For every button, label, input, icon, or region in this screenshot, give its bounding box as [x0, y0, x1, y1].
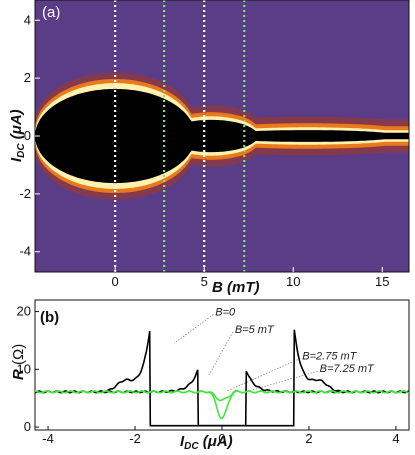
x-tick-label: -2 [129, 431, 141, 446]
annotation-label: B=2.75 mT [302, 350, 357, 362]
annotation-leader [173, 314, 214, 344]
x-tick-label: -4 [42, 431, 54, 446]
y-tick-label: 2 [24, 70, 31, 85]
svg-text:IDC (μA): IDC (μA) [180, 433, 233, 452]
panel-b-ylabel: R (Ω) [10, 344, 27, 380]
panel-a-ticks: 0 5 10 15 4 2 0 -2 -4 [19, 12, 389, 289]
annotation-leader [226, 358, 301, 392]
y-tick-label: 0 [24, 128, 31, 143]
x-tick-label: 0 [112, 274, 119, 289]
x-tick-label: 2 [305, 431, 312, 446]
panel-b-frame [34, 299, 410, 431]
panel-b-xlabel: IDC (μA) [180, 433, 233, 452]
panel-a-label: (a) [42, 4, 60, 21]
panel-a-xlabel: B (mT) [212, 279, 260, 296]
series-line [35, 390, 409, 420]
y-tick-label: 20 [17, 304, 31, 319]
annotation-label: B=0 [215, 307, 236, 319]
vertical-cut-lines [114, 0, 246, 272]
y-tick-label: 0 [24, 419, 31, 434]
annotation-leader [208, 331, 234, 376]
heatmap-core [35, 88, 409, 184]
x-tick-label: 10 [286, 274, 300, 289]
x-tick-label: 15 [375, 274, 389, 289]
y-tick-label: 4 [24, 12, 31, 27]
x-tick-label: 0 [218, 431, 225, 446]
panel-b-label: (b) [40, 309, 59, 326]
panel-b: (b) B=0 B=5 mT B=2.75 mTB=7.25 mT -4 -2 0 2 4 2… [10, 299, 410, 452]
y-tick-label: -2 [19, 186, 31, 201]
y-tick-label: 10 [17, 361, 31, 376]
svg-text:R (Ω): R (Ω) [10, 344, 27, 380]
x-tick-label: 4 [392, 431, 399, 446]
x-tick-label: 5 [201, 274, 208, 289]
panel-b-annotations: B=0 B=5 mT B=2.75 mTB=7.25 mT [173, 307, 375, 393]
panel-b-ticks: -4 -2 0 2 4 20 10 0 [17, 304, 400, 446]
annotation-label: B=5 mT [235, 324, 275, 336]
heatmap-area [35, 0, 409, 272]
panel-a: (a) 0 5 10 15 4 2 0 -2 -4 B (mT) IDC (μA) [8, 0, 410, 296]
panel-a-ylabel: IDC (μA) [8, 109, 27, 162]
annotation-label: B=7.25 mT [320, 363, 375, 375]
y-tick-label: -4 [19, 244, 31, 259]
svg-text:IDC (μA): IDC (μA) [8, 109, 27, 162]
panel-b-series [35, 329, 409, 427]
